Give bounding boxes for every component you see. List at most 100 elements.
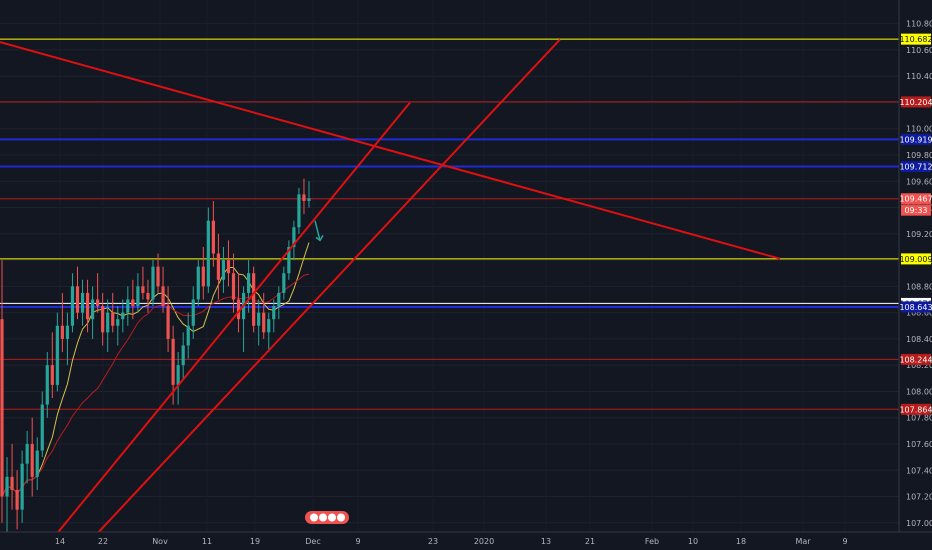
candle-body (267, 319, 271, 333)
price-label-box (901, 301, 931, 313)
candle-body (106, 312, 110, 333)
price-label-box (901, 161, 931, 173)
candle-body (297, 194, 301, 228)
forecast-arrow[interactable] (314, 220, 324, 242)
price-label-text: 09:33 (904, 206, 927, 215)
candle-body (121, 312, 125, 320)
time-tick-label: 18 (736, 537, 746, 546)
candle-body (55, 325, 59, 385)
candle-body (90, 299, 95, 320)
candle-body (136, 286, 140, 307)
candle-body (176, 365, 180, 385)
time-tick-label: 2020 (474, 537, 494, 546)
time-tick-label: 11 (202, 537, 212, 546)
price-label-box (901, 96, 931, 108)
candle-body (257, 312, 261, 326)
candle-body (196, 266, 200, 300)
candle-body (191, 299, 195, 326)
price-label-text: 109.467 (899, 195, 932, 204)
candle-body (65, 325, 70, 339)
price-tick-label: 109.200 (906, 230, 932, 239)
grid (0, 23, 899, 524)
candle-body (30, 443, 34, 477)
candle-body (151, 266, 155, 300)
descending-trendline[interactable] (0, 41, 781, 260)
forecast-arrow-shaft[interactable] (314, 220, 321, 241)
candle-body (101, 306, 105, 333)
moving-average-line (1, 273, 310, 497)
lower-channel-line[interactable] (54, 101, 411, 537)
candle-body (146, 292, 150, 300)
candle-body (45, 365, 49, 405)
price-label-text: 109.919 (899, 135, 932, 144)
candle-body (5, 476, 9, 497)
candle-body (25, 443, 29, 464)
time-tick-label: 19 (250, 537, 260, 546)
candle-body (96, 299, 100, 307)
candle-body (161, 286, 165, 307)
price-label-box (901, 33, 931, 45)
candle-body (141, 286, 145, 293)
time-tick-label: 13 (541, 537, 551, 546)
moving-average-line (1, 242, 310, 497)
candle-body (282, 273, 286, 293)
time-axis[interactable] (0, 532, 932, 550)
time-tick-label: 22 (98, 537, 108, 546)
upper-channel-line[interactable] (94, 38, 561, 537)
price-tick-label: 107.600 (906, 440, 932, 449)
candle-body (35, 450, 39, 477)
candle-body (20, 463, 24, 510)
time-tick-label: 10 (688, 537, 698, 546)
time-tick-label: 23 (428, 537, 438, 546)
candle-body (70, 286, 75, 326)
candle-body (236, 299, 241, 320)
candle-body (0, 319, 4, 497)
forecast-arrow-head[interactable] (315, 234, 324, 242)
price-tick-label: 109.600 (906, 177, 932, 186)
price-labels: 110.682 110.204 109.919 109.712 109.467 09:33… (899, 33, 932, 415)
candle-body (211, 220, 215, 254)
price-tick-label: 110.600 (906, 46, 932, 55)
price-tick-label: 110.000 (906, 125, 932, 134)
candle-body (262, 312, 266, 333)
time-tick-label: 21 (585, 537, 595, 546)
candle-body (307, 198, 311, 201)
time-tick-label: 14 (55, 537, 65, 546)
price-label-text: 109.009 (899, 255, 932, 264)
time-tick-label: 9 (842, 537, 847, 546)
candle-body (126, 299, 130, 313)
candle-body (131, 299, 135, 307)
price-tick-label: 107.400 (906, 466, 932, 475)
candle-body (85, 292, 90, 320)
price-label-box (901, 403, 931, 415)
time-tick-label: Feb (645, 537, 659, 546)
price-label-text: 107.864 (899, 405, 932, 414)
candle-body (156, 266, 160, 287)
price-tick-label: 110.800 (906, 20, 932, 29)
candle-body (40, 404, 44, 451)
price-tick-label: 109.800 (906, 151, 932, 160)
candle-body (247, 273, 251, 293)
candles (0, 178, 311, 536)
time-tick-label: Nov (152, 537, 168, 546)
price-tick-label: 107.000 (906, 519, 932, 528)
candle-body (186, 325, 190, 346)
price-label-text: 110.204 (899, 98, 932, 107)
candle-body (80, 292, 85, 313)
trend-lines[interactable] (0, 38, 781, 537)
candle-body (201, 266, 205, 287)
price-axis[interactable] (899, 0, 932, 532)
candle-body (166, 306, 170, 339)
price-tick-label: 107.800 (906, 414, 932, 423)
time-axis-ticks: 14 22 Nov 11 19 Dec 9 23 2020 13 21 Feb 10 18 Mar 9 (55, 537, 848, 546)
price-tick-label: 108.200 (906, 361, 932, 370)
price-tick-label: 108.600 (906, 309, 932, 318)
price-tick-label: 107.200 (906, 493, 932, 502)
price-label-box (901, 253, 931, 265)
price-label-text: 109.712 (899, 163, 932, 172)
time-tick-label: Mar (795, 537, 811, 546)
price-label-box (901, 193, 931, 205)
price-label-box (901, 353, 931, 365)
